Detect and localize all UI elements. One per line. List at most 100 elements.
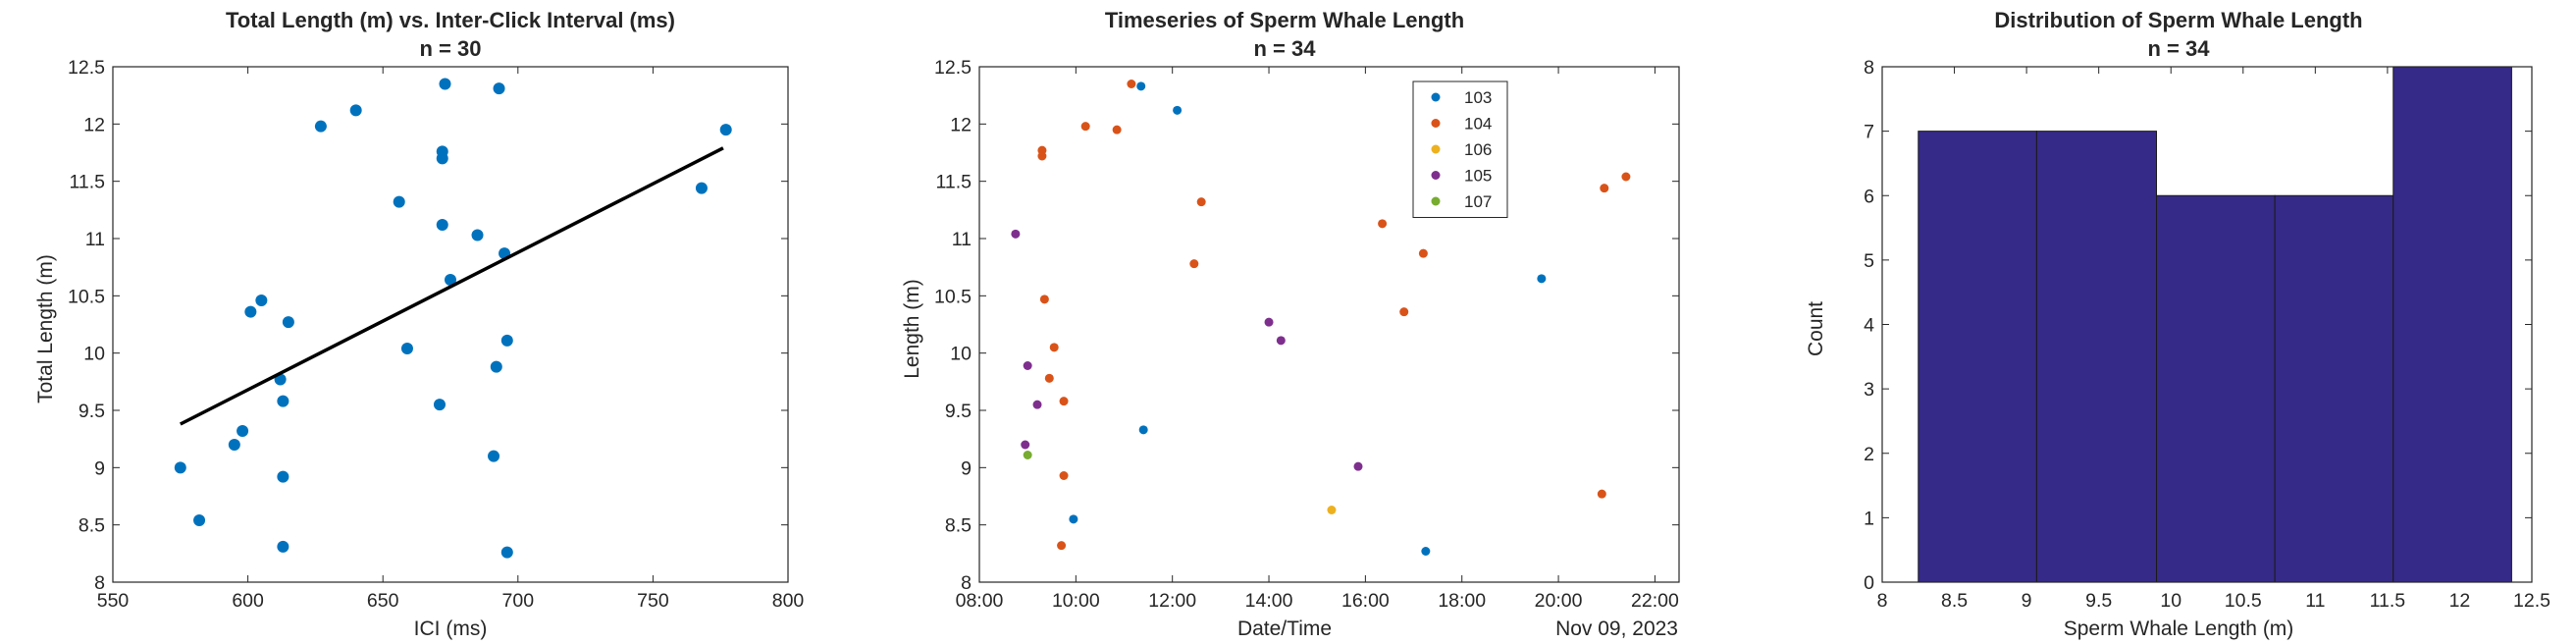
y-tick-label: 9.5 (79, 401, 105, 422)
y-tick-label: 11.5 (69, 172, 105, 193)
data-point (349, 104, 362, 117)
legend-box (1412, 80, 1508, 218)
chart-title: Timeseries of Sperm Whale Length (1105, 8, 1464, 32)
data-point-104 (1112, 125, 1122, 134)
timeseries-panel: Timeseries of Sperm Whale Length n = 34 … (901, 8, 1680, 640)
data-point (255, 295, 268, 306)
data-point (433, 399, 446, 411)
scatter-ici-panel: Total Length (m) vs. Inter-Click Interva… (34, 8, 804, 640)
data-point-106 (1327, 506, 1337, 514)
data-point-104 (1039, 295, 1049, 304)
chart-title: Total Length (m) vs. Inter-Click Interva… (226, 8, 675, 32)
data-point (277, 470, 289, 483)
data-point (471, 229, 484, 242)
data-point-105 (1264, 317, 1274, 327)
y-tick-label: 12 (83, 114, 105, 135)
axes-frame (1881, 66, 2533, 583)
x-tick-label: 9.5 (2085, 590, 2112, 612)
y-tick-label: 7 (1864, 122, 1874, 143)
histogram-bar (2274, 194, 2394, 583)
y-tick-label: 10.5 (934, 286, 972, 307)
y-tick-label: 10.5 (68, 286, 105, 307)
y-tick-label: 11 (85, 229, 105, 250)
y-tick-label: 5 (1864, 250, 1874, 272)
legend-label: 107 (1464, 192, 1492, 211)
data-point-105 (1032, 400, 1042, 409)
tick-labels: 550 600 650 700 750 800 8 8.5 9 9.5 10 10.5 11 11.5 12… (68, 57, 804, 612)
y-tick-label: 6 (1864, 186, 1874, 207)
data-point (436, 219, 448, 231)
chart-subtitle: n = 34 (2148, 36, 2211, 61)
chart-title: Distribution of Sperm Whale Length (1994, 8, 2362, 32)
histogram-panel: Distribution of Sperm Whale Length n = 3… (1805, 8, 2550, 640)
data-point-105 (1011, 229, 1021, 239)
data-point (493, 82, 505, 95)
data-point (400, 343, 413, 354)
data-point-103 (1537, 274, 1547, 284)
y-tick-label: 9.5 (945, 401, 972, 422)
legend-marker (1431, 92, 1441, 102)
histogram-bar (2392, 66, 2512, 583)
y-tick-label: 10 (950, 344, 972, 365)
data-point-104 (1621, 172, 1631, 182)
data-point-103 (1138, 425, 1148, 435)
data-point-104 (1059, 471, 1069, 480)
data-point (174, 461, 186, 474)
data-point-103 (1173, 105, 1183, 115)
data-point (439, 78, 451, 90)
y-axis-label: Length (m) (901, 279, 923, 379)
x-axis-label: ICI (ms) (414, 617, 488, 640)
data-point-104 (1378, 219, 1388, 229)
x-tick-label: 10 (2160, 590, 2182, 612)
x-tick-label: 8 (1877, 590, 1888, 612)
x-tick-label: 16:00 (1341, 590, 1390, 612)
data-point-104 (1037, 145, 1047, 155)
data-point (282, 316, 294, 329)
histogram-bar (2035, 131, 2158, 583)
x-tick-label: 750 (637, 590, 669, 612)
y-tick-label: 3 (1864, 379, 1874, 401)
data-point-104 (1049, 343, 1059, 352)
data-point (436, 152, 448, 165)
data-point-105 (1023, 361, 1032, 370)
x-axis-label: Date/Time (1237, 617, 1332, 640)
legend-label: 104 (1464, 115, 1492, 134)
y-tick-label: 10 (83, 344, 105, 365)
data-point (500, 334, 513, 347)
x-tick-label: 11 (2305, 590, 2325, 612)
data-point (277, 540, 289, 553)
date-label: Nov 09, 2023 (1555, 617, 1678, 640)
data-point-105 (1276, 336, 1286, 346)
x-tick-label: 9 (2022, 590, 2032, 612)
data-point-104 (1600, 184, 1609, 193)
histogram-bar (1918, 131, 2037, 583)
data-marks (174, 78, 732, 559)
y-tick-label: 12 (950, 114, 972, 135)
data-point (244, 305, 257, 318)
data-point (445, 274, 456, 286)
x-tick-label: 14:00 (1245, 590, 1293, 612)
axes-frame (112, 66, 789, 583)
data-point-104 (1044, 373, 1054, 383)
x-tick-label: 10:00 (1052, 590, 1100, 612)
data-point (228, 439, 240, 451)
data-point-104 (1399, 307, 1409, 317)
chart-subtitle: n = 30 (420, 36, 482, 61)
legend-marker (1431, 171, 1441, 180)
data-point (193, 514, 206, 526)
data-point (488, 450, 500, 462)
y-tick-label: 8 (961, 572, 972, 594)
y-tick-label: 9 (961, 457, 972, 479)
x-tick-label: 12 (2449, 590, 2471, 612)
fit-line (180, 146, 724, 426)
legend-label: 105 (1464, 167, 1492, 186)
y-tick-label: 8 (94, 572, 105, 594)
data-point-104 (1418, 248, 1428, 258)
data-point-104 (1597, 489, 1606, 499)
data-point-107 (1023, 451, 1032, 459)
y-axis-label: Total Length (m) (34, 254, 57, 403)
y-tick-label: 11 (952, 229, 972, 250)
y-tick-label: 1 (1864, 508, 1874, 529)
data-point-104 (1059, 397, 1069, 406)
